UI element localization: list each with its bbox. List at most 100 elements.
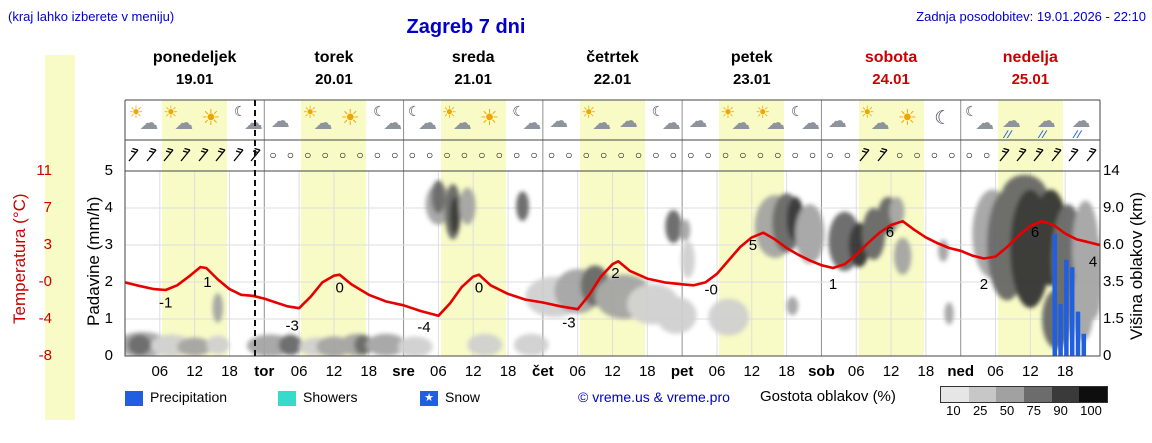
svg-text:12: 12	[743, 363, 760, 380]
cloud-icon: ☁	[452, 113, 472, 134]
cloud-density-scale-tick: 100	[1080, 403, 1102, 418]
rain-weather-icon: ☁ ∕∕	[1032, 102, 1064, 141]
temp-tick-label: 3	[43, 236, 52, 253]
calm-wind-icon: ○	[443, 148, 451, 162]
sun-weather-icon: ☀	[335, 102, 367, 138]
temp-tick-label: -0	[38, 273, 52, 290]
left-accent-strip	[45, 55, 75, 420]
wind-barb-icon	[212, 147, 229, 163]
credit-link[interactable]: © vreme.us & vreme.pro	[578, 389, 730, 405]
calm-wind-icon: ○	[582, 148, 590, 162]
mooncloud-weather-icon: ☾ ☁	[962, 102, 994, 138]
suncloud-weather-icon: ☀ ☁	[858, 102, 890, 138]
svg-text:pet: pet	[671, 363, 694, 380]
svg-text:2: 2	[611, 265, 619, 282]
wind-barb-icon	[1065, 147, 1082, 163]
cloud-weather-icon: ☁	[823, 102, 855, 138]
cloud-icon: ☁	[174, 113, 194, 134]
wind-barb-icon	[142, 147, 159, 163]
svg-text:4: 4	[1089, 254, 1097, 271]
cloud-density-scale-segment	[1079, 387, 1108, 402]
day-icons: ☁ ☀ ☁ ☁ ☾ ☁	[543, 100, 682, 140]
temperature-point-labels: -1 1 -3 0 -4 0 -3 2 -0 5 1 6 2 6 4	[159, 224, 1097, 336]
calm-wind-icon: ○	[948, 148, 956, 162]
wind-barb-icon	[125, 147, 142, 163]
temp-tick-label: -4	[38, 310, 52, 327]
svg-text:12: 12	[604, 363, 621, 380]
cloud-icon: ☁	[417, 113, 437, 134]
wind-barb-icon	[873, 147, 890, 163]
cloud-icon: ☁	[870, 113, 890, 134]
svg-text:18: 18	[221, 363, 238, 380]
calm-wind-icon: ○	[391, 148, 399, 162]
moon-icon: ☾	[512, 103, 525, 119]
svg-text:-0: -0	[704, 281, 717, 298]
svg-text:18: 18	[1057, 363, 1074, 380]
pad-tick-label: 4	[104, 199, 113, 216]
page-title: Zagreb 7 dni	[406, 16, 526, 38]
mooncloud-weather-icon: ☾ ☁	[370, 102, 402, 138]
wind-barb-icon	[195, 147, 212, 163]
sun-icon: ☀	[340, 105, 361, 130]
svg-text:-3: -3	[562, 315, 575, 332]
cloud-density-scale-segment	[1024, 387, 1052, 402]
precipitation-legend-label: Precipitation	[150, 389, 228, 405]
day-name: petek	[730, 49, 773, 66]
svg-text:12: 12	[883, 363, 900, 380]
calm-wind-icon: ○	[687, 148, 695, 162]
suncloud-weather-icon: ☀ ☁	[753, 102, 785, 138]
sun-icon: ☀	[897, 105, 918, 130]
svg-text:06: 06	[569, 363, 586, 380]
cloud-density-scale	[940, 386, 1108, 403]
cloud-icon: ☁	[661, 113, 681, 134]
current-time-line	[253, 100, 256, 356]
cloud-icon: ☁	[522, 113, 542, 134]
svg-text:18: 18	[778, 363, 795, 380]
calm-wind-icon: ○	[913, 148, 921, 162]
svg-text:sre: sre	[392, 363, 415, 380]
calm-wind-icon: ○	[982, 148, 991, 162]
svg-text:-1: -1	[159, 294, 172, 311]
svg-text:2: 2	[980, 276, 988, 293]
moon-icon: ☾	[651, 103, 665, 119]
svg-text:06: 06	[848, 363, 865, 380]
temp-tick-label: 7	[43, 199, 52, 216]
pad-tick-label: 5	[104, 162, 113, 179]
moon-icon: ☾	[373, 103, 386, 119]
cloud-density-scale-segment	[1051, 387, 1080, 402]
temperature-axis-title: Temperatura (°C)	[10, 193, 29, 324]
day-icons: ☾ ☁ ☁ ∕∕ ☁ ∕∕ ☁ ∕∕	[961, 100, 1100, 141]
wind-symbol-row: ○ ○ ○ ○ ○ ○ ○ ○ ○ ○ ○ ○ ○ ○ ○ ○ ○ ○ ○ ○ ○ ○ ○ ○ ○ ○ ○ ○ ○ ○ ○ ○ ○ ○ ○ ○ ○ ○ ○ ○	[125, 141, 1100, 169]
cloud-icon: ☁	[243, 113, 263, 134]
moon-icon: ☾	[790, 103, 804, 119]
rgt-tick-label: 6.0	[1103, 236, 1124, 253]
sun-icon: ☀	[581, 103, 597, 122]
suncloud-weather-icon: ☀ ☁	[718, 102, 750, 138]
calm-wind-icon: ○	[756, 148, 764, 162]
moon-icon: ☾	[965, 103, 978, 119]
cloud-weather-icon: ☁	[684, 102, 716, 138]
rgt-tick-label: 3.5	[1103, 273, 1124, 290]
svg-text:-3: -3	[285, 318, 298, 335]
svg-text:0: 0	[336, 280, 344, 297]
rgt-tick-label: 14	[1103, 162, 1120, 179]
showers-swatch	[278, 391, 296, 406]
calm-wind-icon: ○	[460, 148, 469, 162]
weather-icon-row: ☀ ☁ ☀ ☁ ☀ ☾ ☁ ☁ ☀ ☁ ☀ ☾ ☁ ☾ ☁ ☀ ☁ ☀ ☾ ☁ ☁ ☀ ☁ ☁ ☾ ☁ ☁ ☀ ☁ ☀ ☁ ☾ ☁ ☁ ☀ ☁ ☀ ☾ ☾ ☁…	[125, 100, 1100, 141]
day-name: torek	[314, 49, 354, 66]
cloud-density-label: Gostota oblakov (%)	[760, 388, 896, 405]
cloud-weather-icon: ☁	[614, 102, 646, 138]
pad-tick-label: 0	[104, 347, 113, 364]
cloud-icon: ☁	[549, 111, 569, 132]
cloud-density-scale-labels: 10 25 50 75 90 100	[940, 403, 1108, 418]
calm-wind-icon: ○	[721, 148, 730, 162]
day-name: nedelja	[1002, 49, 1058, 66]
calm-wind-icon: ○	[930, 148, 939, 162]
mooncloud-weather-icon: ☾ ☁	[231, 102, 263, 138]
temperature-curve	[125, 219, 1100, 318]
cloud-icon: ☁	[800, 113, 820, 134]
suncloud-weather-icon: ☀ ☁	[301, 102, 333, 138]
x-axis-labels: 06 12 18 tor 06 12 18 sre 06 12 18 čet 06 12 18 pet 06 12…	[151, 363, 1073, 380]
